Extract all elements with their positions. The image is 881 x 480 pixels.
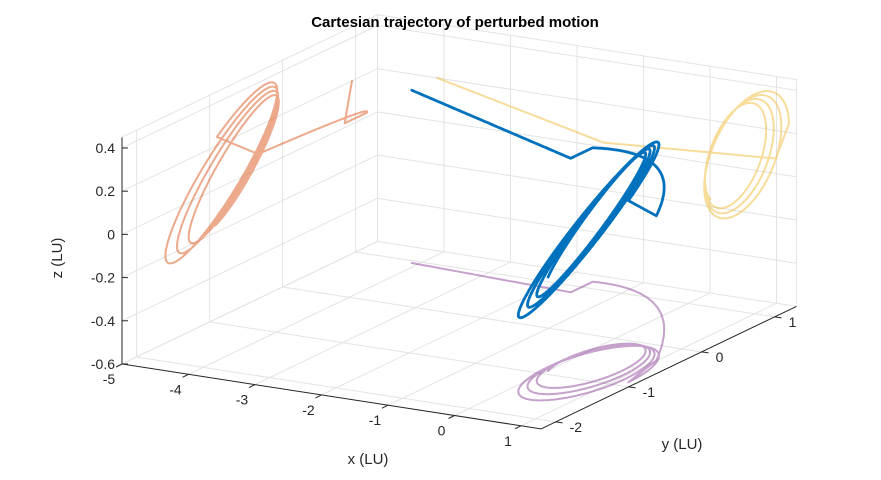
- x-tick-label: 1: [504, 433, 512, 449]
- z-tick-label: -0.4: [91, 313, 115, 329]
- grid-line-x: [121, 241, 378, 365]
- box-edge: [121, 14, 378, 138]
- y-tick-mark: [701, 351, 709, 354]
- y-axis-line: [540, 305, 797, 430]
- trajectory-layer: [410, 88, 666, 320]
- y-tick-label: -2: [570, 419, 583, 435]
- grid-line-z: [121, 68, 378, 192]
- grid-line-x: [188, 251, 445, 375]
- grid-line-x: [254, 261, 511, 386]
- z-tick-label: 0.2: [96, 183, 116, 199]
- y-tick-mark: [628, 386, 636, 389]
- z-tick-label: 0: [107, 226, 115, 242]
- grid-line-x: [454, 292, 711, 416]
- x-tick-mark: [248, 384, 256, 389]
- x-axis-label: x (LU): [348, 451, 389, 468]
- x-axis-line: [121, 363, 542, 430]
- trajectory-3d: [410, 88, 666, 320]
- y-tick-label: 0: [716, 349, 724, 365]
- box-edge: [377, 14, 797, 81]
- y-axis-label: y (LU): [662, 436, 703, 453]
- z-tick-label: -0.2: [91, 270, 115, 286]
- grid-line-x: [520, 302, 777, 427]
- grid-line-z: [377, 154, 797, 221]
- projection-yz-wall: [164, 79, 369, 265]
- projection-xy-floor: [410, 262, 666, 402]
- grid-line-z: [121, 197, 378, 322]
- x-tick-label: 0: [438, 423, 446, 439]
- x-tick-label: -5: [103, 371, 116, 387]
- y-tick-label: 1: [789, 314, 797, 330]
- grid-line-z: [377, 241, 797, 307]
- x-tick-label: -4: [169, 381, 182, 397]
- z-tick-label: 0.4: [96, 140, 116, 156]
- x-tick-label: -2: [302, 402, 315, 418]
- x-tick-mark: [381, 404, 389, 409]
- grid-line-y: [209, 321, 629, 388]
- projection-layer: [164, 77, 790, 402]
- y-tick-mark: [555, 421, 563, 424]
- grid-line-z: [377, 197, 797, 264]
- x-tick-mark: [182, 373, 189, 378]
- tick-layer: -5 -4 -3 -2 -1 0 1 -2 -1 0 1 -0.6 -0.4 -0.2 0 0.2 0.4: [91, 140, 797, 449]
- x-tick-mark: [315, 394, 322, 399]
- projection-xz-wall: [436, 77, 790, 220]
- grid-line-z: [377, 68, 797, 135]
- chart-title: Cartesian trajectory of perturbed motion: [311, 14, 599, 31]
- grid-line-x: [321, 271, 578, 396]
- grid-layer: [121, 14, 797, 427]
- grid-line-x: [387, 282, 644, 406]
- x-tick-mark: [448, 415, 455, 419]
- grid-line-z: [377, 25, 797, 91]
- y-tick-label: -1: [643, 384, 656, 400]
- y-tick-mark: [774, 316, 782, 319]
- z-tick-label: -0.6: [91, 356, 115, 372]
- grid-line-y: [355, 251, 775, 318]
- z-axis-label: z (LU): [49, 238, 66, 279]
- x-tick-label: -1: [369, 412, 382, 428]
- x-tick-mark: [115, 363, 123, 368]
- grid-line-y: [136, 356, 556, 423]
- grid-line-y: [282, 286, 702, 353]
- x-tick-mark: [514, 425, 522, 430]
- axes-box: [121, 14, 797, 430]
- grid-line-z: [377, 111, 797, 178]
- x-tick-label: -3: [236, 392, 249, 408]
- grid-line-z: [121, 25, 378, 149]
